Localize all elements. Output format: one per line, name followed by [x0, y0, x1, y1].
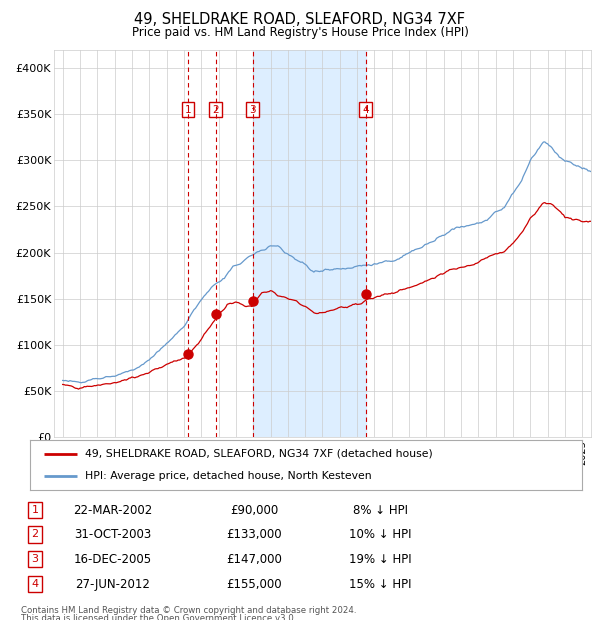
- Text: Contains HM Land Registry data © Crown copyright and database right 2024.: Contains HM Land Registry data © Crown c…: [21, 606, 356, 616]
- Text: 49, SHELDRAKE ROAD, SLEAFORD, NG34 7XF (detached house): 49, SHELDRAKE ROAD, SLEAFORD, NG34 7XF (…: [85, 449, 433, 459]
- Text: 16-DEC-2005: 16-DEC-2005: [74, 553, 152, 566]
- Text: Price paid vs. HM Land Registry's House Price Index (HPI): Price paid vs. HM Land Registry's House …: [131, 26, 469, 39]
- Text: 27-JUN-2012: 27-JUN-2012: [76, 578, 150, 591]
- Text: 22-MAR-2002: 22-MAR-2002: [73, 503, 152, 516]
- Text: 4: 4: [362, 105, 369, 115]
- Text: 2: 2: [212, 105, 219, 115]
- Text: 31-OCT-2003: 31-OCT-2003: [74, 528, 151, 541]
- Text: 1: 1: [184, 105, 191, 115]
- Text: 8% ↓ HPI: 8% ↓ HPI: [353, 503, 408, 516]
- Bar: [253, 50, 365, 437]
- Text: HPI: Average price, detached house, North Kesteven: HPI: Average price, detached house, Nort…: [85, 471, 372, 481]
- Text: £147,000: £147,000: [226, 553, 282, 566]
- Text: £133,000: £133,000: [226, 528, 282, 541]
- Text: 19% ↓ HPI: 19% ↓ HPI: [349, 553, 412, 566]
- Text: 3: 3: [32, 554, 38, 564]
- Text: 3: 3: [249, 105, 256, 115]
- Text: £155,000: £155,000: [226, 578, 282, 591]
- Text: 4: 4: [31, 579, 38, 589]
- Text: 10% ↓ HPI: 10% ↓ HPI: [349, 528, 412, 541]
- Text: 2: 2: [31, 529, 38, 539]
- Text: 49, SHELDRAKE ROAD, SLEAFORD, NG34 7XF: 49, SHELDRAKE ROAD, SLEAFORD, NG34 7XF: [134, 12, 466, 27]
- Text: £90,000: £90,000: [230, 503, 278, 516]
- Text: This data is licensed under the Open Government Licence v3.0.: This data is licensed under the Open Gov…: [21, 614, 296, 620]
- Text: 1: 1: [32, 505, 38, 515]
- Text: 15% ↓ HPI: 15% ↓ HPI: [349, 578, 412, 591]
